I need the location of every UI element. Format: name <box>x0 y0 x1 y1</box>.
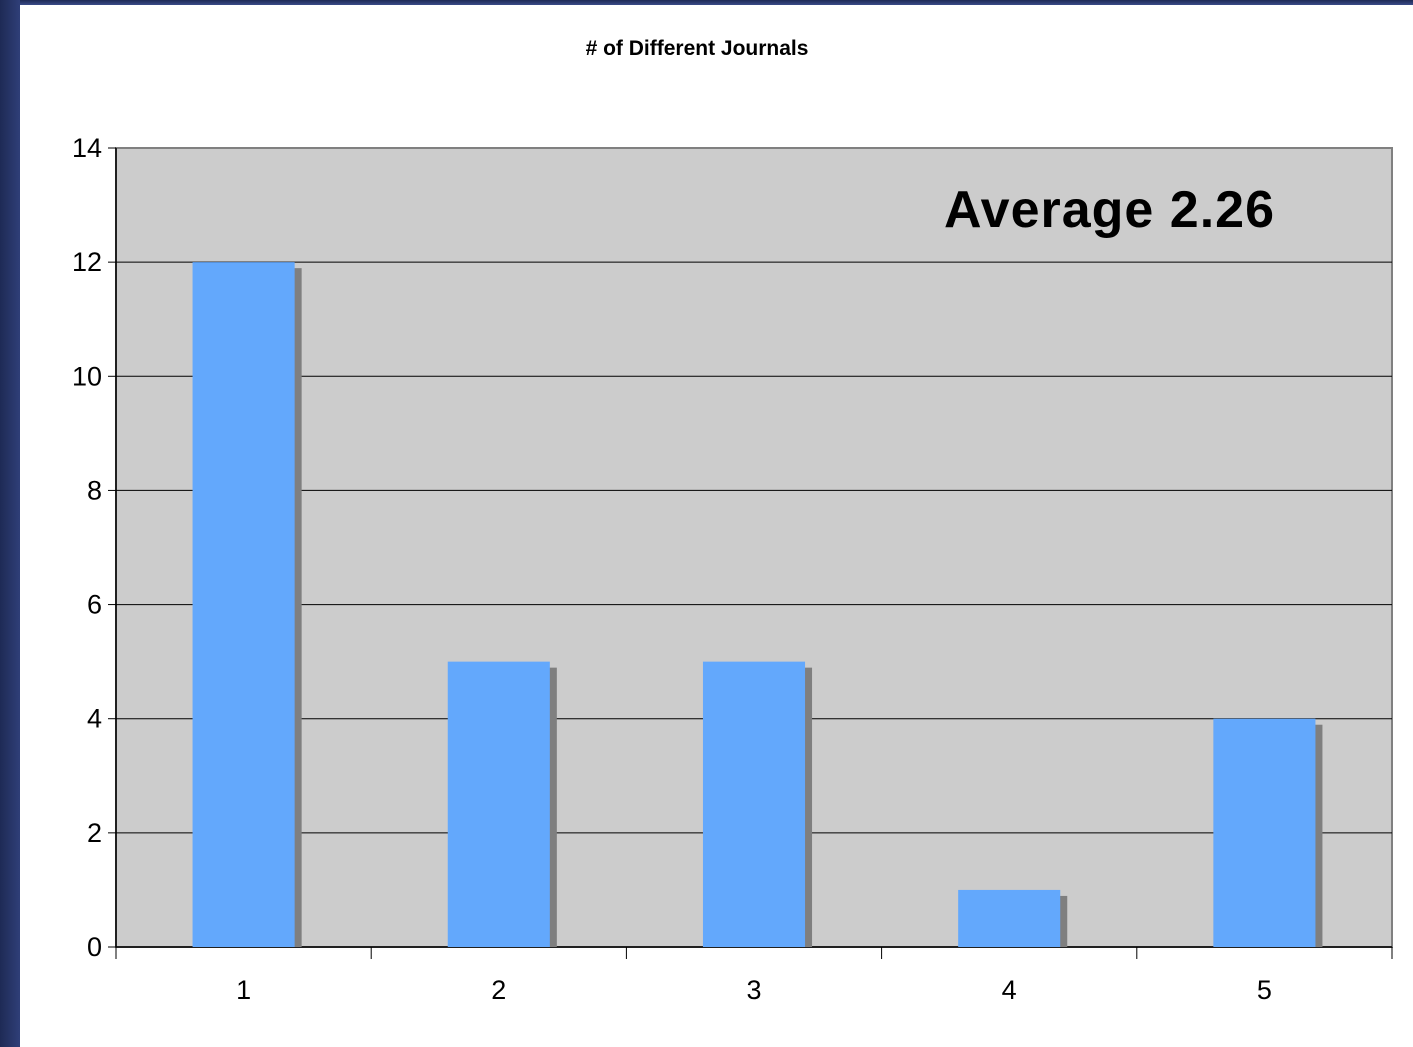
bar-3 <box>702 661 806 947</box>
slide-left-border <box>0 0 20 1047</box>
bar-1 <box>192 262 295 948</box>
y-tick-label: 2 <box>87 818 102 848</box>
y-tick-label: 12 <box>72 247 102 277</box>
y-tick-label: 14 <box>72 133 102 163</box>
bar-4 <box>958 889 1061 947</box>
y-tick-label: 10 <box>72 361 102 391</box>
y-tick-label: 8 <box>87 475 102 505</box>
x-tick-label: 1 <box>236 975 251 1005</box>
x-tick-label: 2 <box>491 975 506 1005</box>
x-tick-label: 4 <box>1002 975 1017 1005</box>
y-tick-label: 0 <box>87 932 102 962</box>
x-tick-label: 5 <box>1257 975 1272 1005</box>
bar-2 <box>447 661 550 947</box>
slide-top-border <box>0 0 1413 5</box>
bar-5 <box>1213 718 1316 947</box>
average-annotation: Average 2.26 <box>944 181 1275 239</box>
x-tick-label: 3 <box>746 975 761 1005</box>
chart-title: # of Different Journals <box>586 37 809 60</box>
chart-container: # of Different Journals 0 2 4 6 8 10 12 14 1 2 3 4 5… <box>20 5 1413 1047</box>
y-tick-label: 4 <box>87 704 102 734</box>
y-tick-label: 6 <box>87 590 102 620</box>
